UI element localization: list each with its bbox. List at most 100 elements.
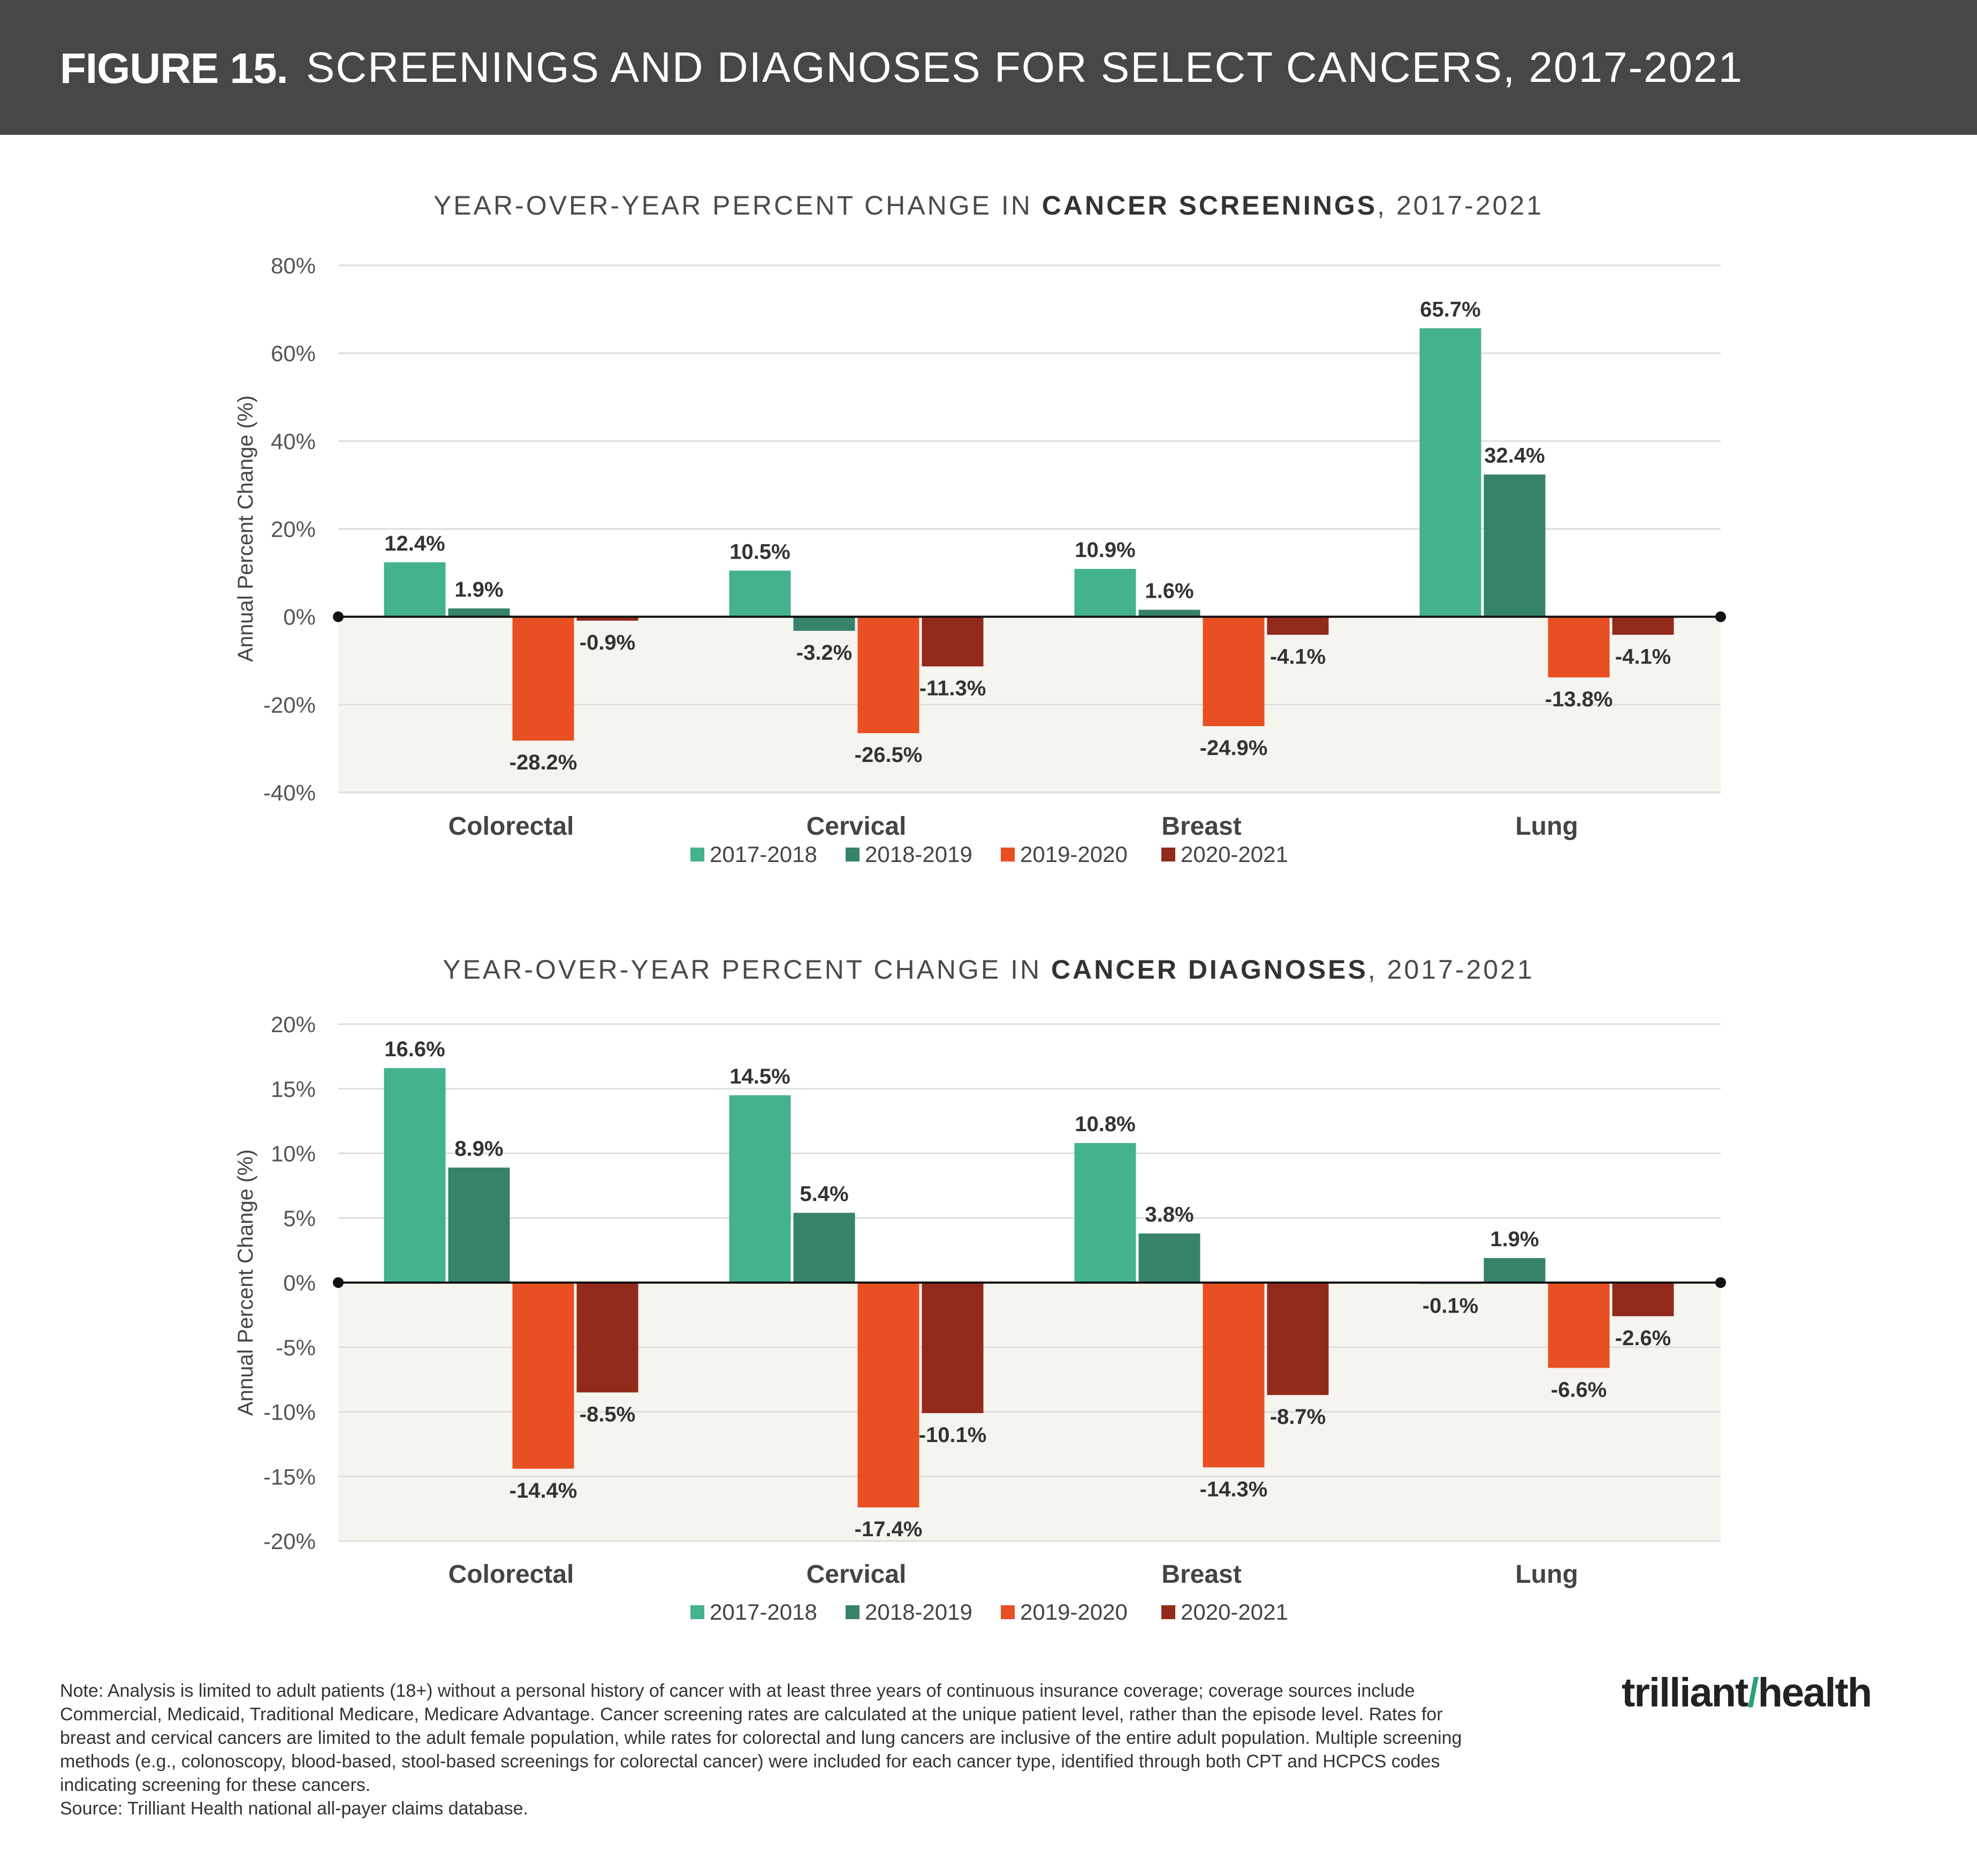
bar-colorectal-2020-2021 [576,1283,638,1393]
bar-cervical-2018-2019 [793,1212,855,1283]
y-tick-label: 10% [271,1141,316,1166]
legend-label: 2017-2018 [710,842,817,867]
data-label: -14.3% [1200,1477,1268,1501]
bar-colorectal-2020-2021 [576,616,638,621]
data-label: 14.5% [729,1065,790,1088]
data-label: 1.6% [1145,579,1193,603]
baseline-end-dot [1715,611,1726,622]
bar-lung-2018-2019 [1484,1258,1546,1283]
data-label: -8.5% [580,1402,636,1426]
figure-label: FIGURE 15. [60,44,288,92]
logo-part2: health [1758,1670,1872,1715]
bar-colorectal-2018-2019 [448,1168,510,1283]
y-tick-label: 0% [283,605,316,630]
data-label: -28.2% [510,751,577,774]
data-label: 16.6% [384,1038,445,1061]
y-tick-label: -20% [263,692,316,718]
bar-breast-2018-2019 [1138,1233,1200,1283]
legend-swatch [1001,1605,1015,1619]
screenings-chart-title: YEAR-OVER-YEAR PERCENT CHANGE IN CANCER … [0,190,1977,221]
bar-colorectal-2019-2020 [512,616,574,741]
bar-cervical-2019-2020 [857,616,919,734]
bar-cervical-2017-2018 [729,570,791,617]
data-label: -17.4% [855,1517,923,1541]
figure-title: SCREENINGS AND DIAGNOSES FOR SELECT CANC… [306,43,1744,91]
y-tick-label: 0% [283,1270,316,1295]
data-label: 10.9% [1075,538,1135,562]
data-label: -0.9% [580,631,636,654]
category-label-colorectal: Colorectal [448,1560,574,1589]
footnote: Note: Analysis is limited to adult patie… [60,1679,1623,1820]
bar-colorectal-2017-2018 [384,1068,446,1283]
category-label-colorectal: Colorectal [448,812,574,841]
bar-breast-2020-2021 [1267,616,1329,635]
y-tick-label: -20% [263,1529,316,1554]
bar-lung-2020-2021 [1612,1283,1674,1316]
screenings-title-post: , 2017-2021 [1377,190,1544,220]
legend-label: 2020-2021 [1181,842,1288,867]
screenings-title-pre: YEAR-OVER-YEAR PERCENT CHANGE IN [433,190,1042,220]
y-tick-label: -5% [276,1335,316,1360]
legend-swatch [1161,848,1175,861]
y-tick-label: 60% [271,341,316,366]
y-axis-label: Annual Percent Change (%) [234,1149,257,1416]
bar-breast-2019-2020 [1203,616,1265,727]
legend-label: 2017-2018 [710,1599,817,1625]
bar-lung-2017-2018 [1419,328,1481,617]
data-label: 1.9% [454,578,503,601]
bar-cervical-2017-2018 [729,1095,791,1283]
bar-lung-2020-2021 [1612,616,1674,635]
bar-cervical-2018-2019 [793,616,855,631]
data-label: -24.9% [1200,736,1268,760]
baseline-end-dot [333,1277,344,1288]
data-label: -2.6% [1615,1326,1671,1350]
note-line: Note: Analysis is limited to adult patie… [60,1681,1415,1701]
data-label: -11.3% [919,676,986,700]
logo-part1: trilliant [1622,1670,1748,1715]
y-tick-label: -15% [263,1464,316,1489]
y-tick-label: -10% [263,1400,316,1425]
legend-label: 2020-2021 [1181,1599,1288,1625]
source-line: Source: Trilliant Health national all-pa… [60,1798,529,1819]
legend-swatch [690,1605,704,1619]
data-label: -8.7% [1270,1405,1326,1429]
baseline-end-dot [1715,1277,1726,1288]
bar-breast-2019-2020 [1203,1283,1265,1468]
category-label-cervical: Cervical [807,1560,907,1589]
trilliant-health-logo: trilliant/health [1622,1669,1872,1716]
diagnoses-title-post: , 2017-2021 [1367,955,1534,985]
note-line: indicating screening for these cancers. [60,1775,371,1795]
legend-label: 2018-2019 [865,842,972,867]
data-label: -4.1% [1615,645,1671,668]
baseline-end-dot [333,611,344,622]
category-label-lung: Lung [1515,812,1578,841]
note-line: Commercial, Medicaid, Traditional Medica… [60,1704,1443,1725]
data-label: -4.1% [1270,645,1326,668]
data-label: 65.7% [1420,298,1480,321]
data-label: 8.9% [454,1137,503,1161]
legend-swatch [1001,848,1015,861]
data-label: -10.1% [919,1423,987,1447]
bar-colorectal-2018-2019 [448,608,510,617]
bar-lung-2019-2020 [1548,616,1610,677]
data-label: -26.5% [855,743,923,767]
note-line: methods (e.g., colonoscopy, blood-based,… [60,1751,1440,1772]
bar-cervical-2020-2021 [922,616,984,667]
bar-breast-2017-2018 [1074,569,1136,617]
bar-breast-2017-2018 [1074,1143,1136,1283]
category-label-breast: Breast [1161,812,1241,841]
data-label: 3.8% [1145,1203,1193,1226]
y-tick-label: 20% [271,517,316,542]
data-label: 1.9% [1490,1227,1539,1251]
y-tick-label: 20% [271,1012,316,1037]
data-label: -6.6% [1551,1378,1607,1401]
bar-lung-2019-2020 [1548,1283,1610,1368]
category-label-lung: Lung [1515,1560,1578,1589]
legend-label: 2019-2020 [1020,842,1128,867]
bar-cervical-2019-2020 [857,1283,919,1508]
legend-swatch [846,1605,860,1619]
y-tick-label: 15% [271,1077,316,1102]
bar-cervical-2020-2021 [922,1283,984,1413]
data-label: 12.4% [384,532,445,555]
logo-slash: / [1747,1670,1759,1715]
